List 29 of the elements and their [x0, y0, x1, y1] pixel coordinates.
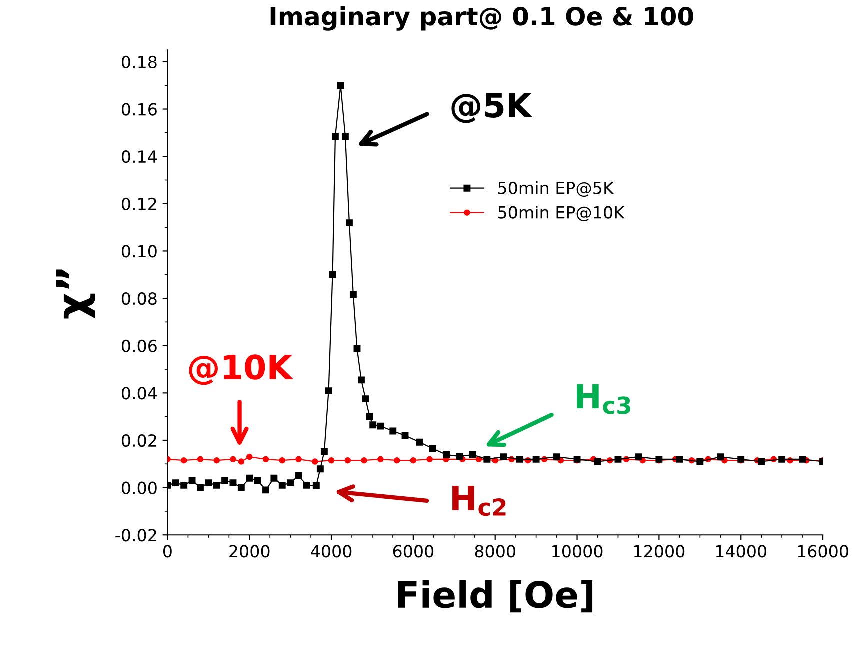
x-tick-label: 14000	[716, 545, 767, 558]
x-tick-label: 10000	[552, 545, 603, 558]
annotation: H$_{c3}$	[577, 384, 630, 414]
x-tick-label: 6000	[393, 545, 434, 558]
y-tick-label: 0.08	[122, 292, 157, 306]
y-tick-label: 0.00	[122, 482, 157, 494]
y-tick-label: 0.16	[122, 103, 157, 116]
x-tick-label: 2000	[230, 545, 270, 558]
x-tick-label: 8000	[475, 545, 516, 558]
x-tick-label: 0	[163, 545, 172, 558]
legend-label: 50min EP@5K	[498, 182, 614, 198]
y-tick-label: 0.12	[122, 198, 156, 210]
chart-title: Imaginary part@ 0.1 Oe & 100	[270, 6, 694, 31]
x-tick-label: 16000	[798, 545, 848, 558]
y-axis-title: χ”	[56, 270, 96, 319]
y-tick-label: 0.06	[122, 340, 157, 352]
y-tick-label: 0.04	[122, 387, 158, 400]
x-tick-label: 4000	[311, 545, 352, 558]
y-tick-label: 0.02	[122, 434, 156, 448]
y-tick-label: 0.14	[122, 150, 158, 164]
annotation: @10K	[189, 354, 294, 386]
x-axis-title: Field [Oe]	[398, 580, 593, 613]
annotation: @5K	[452, 93, 533, 124]
legend-label: 50min EP@10K	[498, 206, 625, 222]
y-tick-label: 0.18	[122, 56, 157, 69]
y-tick-label: -0.02	[116, 529, 156, 542]
y-tick-label: 0.10	[122, 245, 157, 258]
x-tick-label: 12000	[634, 545, 685, 558]
annotation: H$_{c2}$	[452, 486, 506, 516]
